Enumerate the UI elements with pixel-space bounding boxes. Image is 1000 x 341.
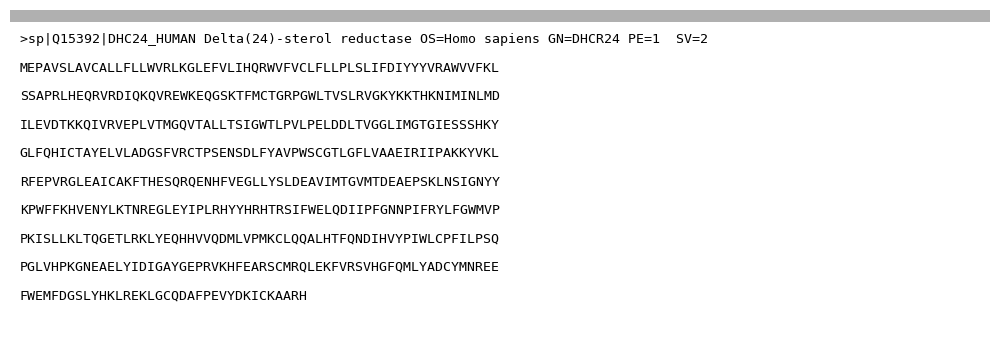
Text: PKISLLKLTQGETLRKLYEQHHVVQDMLVPMKCLQQALHTFQNDIHVYPIWLCPFILPSQ: PKISLLKLTQGETLRKLYEQHHVVQDMLVPMKCLQQALHT… bbox=[20, 233, 500, 246]
Text: SSAPRLHEQRVRDIQKQVREWKEQGSKTFMCTGRPGWLTVSLRVGKYKKTHKNIMINLMD: SSAPRLHEQRVRDIQKQVREWKEQGSKTFMCTGRPGWLTV… bbox=[20, 90, 500, 103]
Text: >sp|Q15392|DHC24_HUMAN Delta(24)-sterol reductase OS=Homo sapiens GN=DHCR24 PE=1: >sp|Q15392|DHC24_HUMAN Delta(24)-sterol … bbox=[20, 33, 708, 46]
Text: PGLVHPKGNEAELYIDIGAYGEPRVKHFEARSCMRQLEKFVRSVHGFQMLYADCYMNREE: PGLVHPKGNEAELYIDIGAYGEPRVKHFEARSCMRQLEKF… bbox=[20, 261, 500, 274]
Text: RFEPVRGLEAICAKFTHESQRQENHFVEGLLYSLDEAVIMTGVMTDEAEPSKLNSIGNYY: RFEPVRGLEAICAKFTHESQRQENHFVEGLLYSLDEAVIM… bbox=[20, 175, 500, 189]
Text: KPWFFKHVENYLKTNREGLEYIPLRHYYHRHTRSIFWELQDIIPFGNNPIFRYLFGWMVP: KPWFFKHVENYLKTNREGLEYIPLRHYYHRHTRSIFWELQ… bbox=[20, 204, 500, 217]
Text: FWEMFDGSLYHKLREKLGCQDAFPEVYDKICKAARH: FWEMFDGSLYHKLREKLGCQDAFPEVYDKICKAARH bbox=[20, 290, 308, 302]
Text: ILEVDTKKQIVRVEPLVTMGQVTALLTSIGWTLPVLPELDDLTVGGLIMGTGIESSSHKY: ILEVDTKKQIVRVEPLVTMGQVTALLTSIGWTLPVLPELD… bbox=[20, 118, 500, 131]
FancyBboxPatch shape bbox=[10, 10, 990, 21]
Text: GLFQHICTAYELVLADGSFVRCTPSENSDLFYAVPWSCGTLGFLVAAEIRIIPAKKYVKL: GLFQHICTAYELVLADGSFVRCTPSENSDLFYAVPWSCGT… bbox=[20, 147, 500, 160]
Text: MEPAVSLAVCALLFLLWVRLKGLEFVLIHQRWVFVCLFLLPLSLIFDIYYYVRAWVVFKL: MEPAVSLAVCALLFLLWVRLKGLEFVLIHQRWVFVCLFLL… bbox=[20, 61, 500, 74]
